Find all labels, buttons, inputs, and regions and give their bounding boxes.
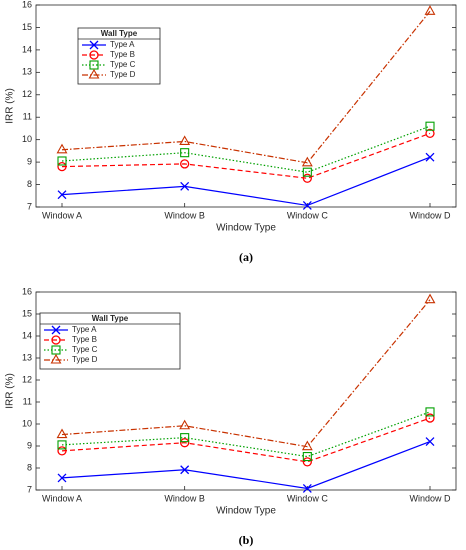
- marker: [424, 293, 436, 304]
- y-tick-label: 13: [22, 67, 32, 77]
- marker: [302, 457, 312, 467]
- legend-marker: [89, 40, 99, 50]
- legend-marker: [51, 325, 61, 335]
- marker: [302, 452, 312, 462]
- marker: [180, 159, 190, 169]
- marker: [425, 413, 435, 423]
- marker: [424, 5, 436, 15]
- legend-marker: [51, 335, 61, 345]
- y-tick-label: 15: [22, 308, 32, 318]
- marker: [57, 473, 67, 483]
- legend-title: Wall Type: [101, 29, 138, 38]
- marker: [57, 440, 67, 450]
- marker: [180, 181, 190, 191]
- series-line: [61, 10, 431, 164]
- x-axis-label: Window Type: [216, 223, 276, 234]
- y-axis-label: IRR (%): [5, 373, 16, 409]
- marker: [57, 156, 67, 166]
- y-tick-label: 10: [22, 418, 32, 428]
- series-line: [61, 417, 431, 463]
- y-tick-label: 7: [27, 484, 32, 494]
- series-line: [61, 125, 431, 173]
- legend-title: Wall Type: [92, 314, 129, 323]
- y-tick-label: 12: [22, 374, 32, 384]
- marker: [425, 128, 435, 139]
- marker: [180, 433, 190, 443]
- x-tick-label: Window D: [409, 210, 451, 220]
- marker: [301, 440, 313, 451]
- legend-marker: [88, 68, 100, 79]
- x-tick-label: Window C: [287, 210, 329, 220]
- x-tick-label: Window B: [164, 493, 205, 503]
- marker: [425, 121, 435, 131]
- x-tick-label: Window A: [42, 493, 82, 503]
- legend-label: Type B: [72, 335, 97, 344]
- y-axis-label: IRR (%): [5, 88, 16, 124]
- x-axis-label: Window Type: [216, 506, 276, 517]
- caption: (a): [239, 250, 253, 264]
- legend-box: [39, 312, 181, 370]
- y-tick-label: 14: [22, 330, 32, 340]
- series-line: [61, 441, 431, 490]
- y-tick-label: 8: [27, 462, 32, 472]
- marker: [56, 428, 68, 439]
- marker: [180, 148, 190, 158]
- y-tick-label: 16: [22, 286, 32, 296]
- marker: [425, 407, 435, 417]
- y-tick-label: 11: [23, 112, 32, 122]
- x-tick-label: Window C: [287, 493, 329, 503]
- legend-label: Type A: [110, 40, 135, 49]
- marker: [302, 167, 312, 177]
- marker: [57, 190, 67, 200]
- marker: [179, 135, 191, 146]
- marker: [56, 143, 68, 154]
- y-tick-label: 10: [22, 134, 32, 144]
- marker: [57, 161, 67, 172]
- marker: [302, 200, 312, 210]
- y-tick-label: 9: [27, 156, 32, 166]
- marker: [302, 484, 312, 493]
- legend-marker: [89, 50, 99, 60]
- y-tick-label: 12: [22, 89, 32, 99]
- legend-label: Type B: [110, 50, 135, 59]
- marker: [301, 156, 313, 167]
- marker: [425, 437, 435, 447]
- marker: [180, 465, 190, 475]
- y-tick-label: 11: [23, 396, 32, 406]
- marker: [180, 438, 190, 448]
- marker: [57, 446, 67, 456]
- y-tick-label: 7: [27, 201, 32, 211]
- y-tick-label: 8: [27, 179, 32, 189]
- marker: [179, 419, 191, 430]
- legend-marker: [50, 353, 62, 364]
- caption: (b): [239, 533, 254, 547]
- legend-label: Type C: [110, 60, 136, 69]
- legend-label: Type D: [110, 70, 136, 79]
- legend-label: Type A: [72, 325, 97, 334]
- marker: [302, 173, 312, 183]
- y-tick-label: 9: [27, 440, 32, 450]
- y-tick-label: 13: [22, 352, 32, 362]
- y-tick-label: 14: [22, 44, 32, 54]
- x-tick-label: Window D: [409, 493, 451, 503]
- y-tick-label: 16: [22, 0, 32, 9]
- legend-label: Type D: [72, 355, 98, 364]
- legend-label: Type C: [72, 345, 98, 354]
- y-tick-label: 15: [22, 22, 32, 32]
- series-line: [61, 411, 431, 458]
- x-tick-label: Window A: [42, 210, 82, 220]
- series-line: [61, 132, 431, 179]
- x-tick-label: Window B: [164, 210, 205, 220]
- series-line: [61, 156, 431, 207]
- series-line: [61, 299, 431, 448]
- marker: [425, 152, 435, 162]
